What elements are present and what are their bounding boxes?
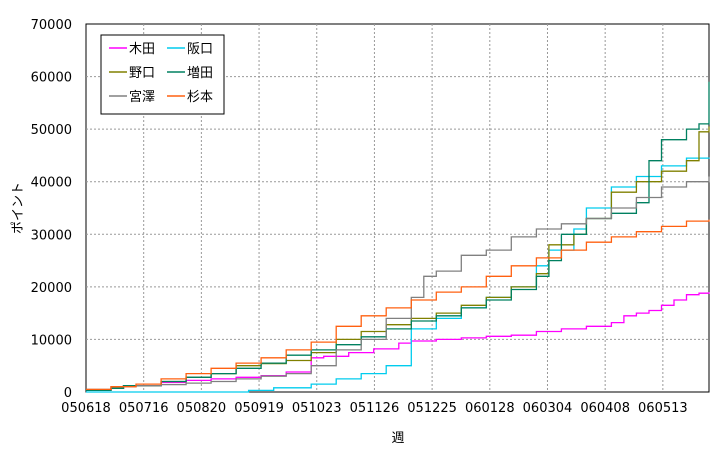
x-tick-label: 050919 [234,401,284,416]
x-tick-label: 051023 [292,401,342,416]
legend-label-1: 阪口 [187,42,213,57]
y-tick-label: 10000 [31,333,72,348]
x-tick-label: 060408 [580,401,630,416]
x-axis-ticks: 050618 050716 050820 050919 051023 051126 0512… [61,401,687,416]
x-tick-label: 050820 [177,401,227,416]
y-tick-label: 0 [64,386,72,401]
legend-label-5: 杉本 [187,90,213,105]
y-tick-label: 40000 [31,176,72,191]
y-axis-label: ポイント [11,182,26,234]
y-tick-label: 30000 [31,228,72,243]
series-line-0 [86,292,710,392]
series-line-5 [86,219,710,391]
x-tick-label: 060513 [638,401,688,416]
legend-label-4: 宮澤 [129,89,155,105]
x-tick-label: 050618 [61,401,111,416]
x-tick-label: 050716 [119,401,169,416]
x-tick-label: 060128 [465,401,515,416]
series-lines [86,81,710,393]
x-axis-label: 週 [391,431,404,446]
x-tick-label: 060304 [523,401,573,416]
legend-label-0: 木田 [129,42,155,57]
x-tick-label: 051225 [407,401,457,416]
y-tick-label: 70000 [31,18,72,33]
legend-label-2: 野口 [129,66,155,81]
y-tick-label: 50000 [31,123,72,138]
y-tick-label: 20000 [31,281,72,296]
series-line-3 [86,81,710,392]
series-line-4 [86,176,710,391]
y-tick-label: 60000 [31,71,72,86]
x-tick-label: 051126 [350,401,400,416]
legend-label-3: 増田 [187,66,213,81]
y-axis-ticks: 0 10000 20000 30000 40000 50000 60000 70000 [31,18,72,401]
